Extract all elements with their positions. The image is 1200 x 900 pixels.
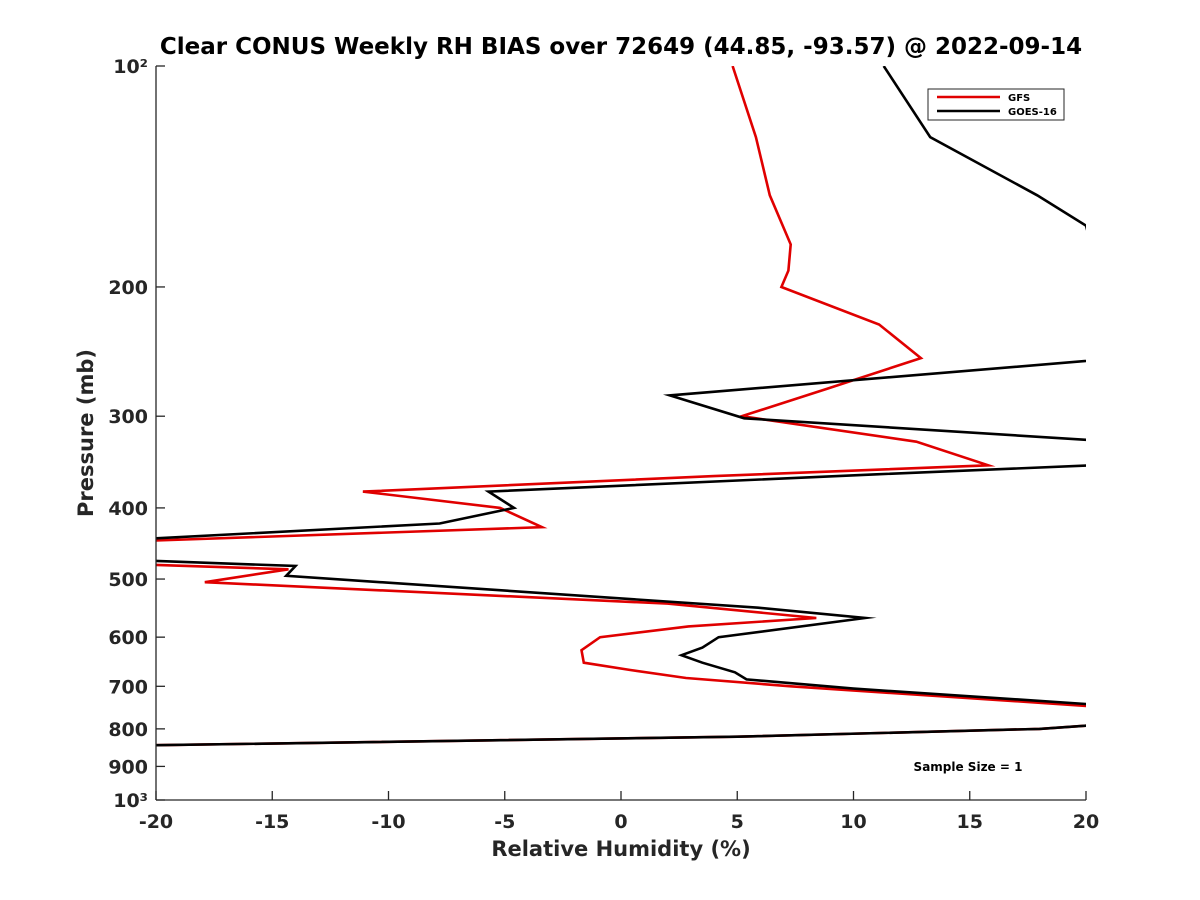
chart-title: Clear CONUS Weekly RH BIAS over 72649 (4… (160, 34, 1082, 60)
x-tick-label: 20 (1073, 811, 1099, 833)
x-tick-label: -20 (139, 811, 173, 833)
y-axis-label: Pressure (mb) (74, 349, 98, 517)
x-tick-label: 5 (731, 811, 744, 833)
y-axis-ticks: 10² 200 300 400 500 600 700 800 900 10³ (108, 56, 165, 812)
legend-label-goes16: GOES-16 (1008, 107, 1057, 118)
legend-box (927, 88, 1065, 121)
x-tick-label: 0 (614, 811, 627, 833)
y-tick-label: 600 (108, 627, 148, 649)
y-tick-label: 10² (113, 56, 148, 78)
x-tick-label: -15 (255, 811, 289, 833)
y-tick-label: 200 (108, 277, 148, 299)
y-tick-label: 400 (108, 498, 148, 520)
y-tick-label: 700 (108, 676, 148, 698)
legend: GFS GOES-16 (927, 88, 1065, 121)
x-axis-label: Relative Humidity (%) (491, 837, 750, 861)
x-axis-ticks: -20 -15 -10 -5 0 5 10 15 20 (139, 791, 1099, 833)
y-tick-label: 10³ (113, 790, 148, 812)
sample-size-annotation: Sample Size = 1 (914, 760, 1023, 774)
legend-label-gfs: GFS (1008, 93, 1030, 104)
series-layer (156, 66, 1086, 747)
series-line-gfs (156, 66, 1086, 747)
x-tick-label: -10 (371, 811, 405, 833)
x-tick-label: -5 (494, 811, 515, 833)
series-line-goes16 (156, 66, 1086, 747)
y-tick-label: 300 (108, 406, 148, 428)
y-tick-label: 500 (108, 569, 148, 591)
y-tick-label: 900 (108, 756, 148, 778)
x-tick-label: 15 (957, 811, 983, 833)
x-tick-label: 10 (840, 811, 866, 833)
y-tick-label: 800 (108, 719, 148, 741)
